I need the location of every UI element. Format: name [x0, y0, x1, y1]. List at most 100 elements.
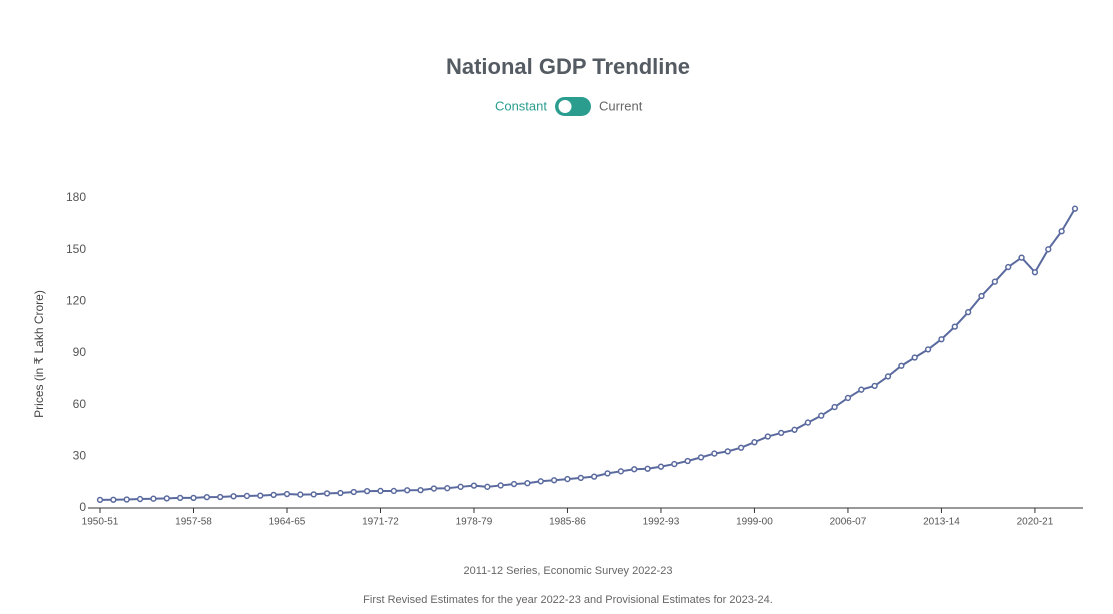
data-point: [323, 490, 331, 497]
data-point: [804, 419, 812, 426]
data-point: [791, 426, 798, 433]
data-point: [430, 485, 438, 492]
data-point: [965, 309, 972, 316]
data-point: [778, 429, 785, 437]
y-tick-label: 60: [73, 397, 87, 411]
data-point: [604, 470, 611, 477]
data-point: [1018, 254, 1025, 261]
data-point: [310, 491, 317, 498]
data-point: [243, 492, 251, 500]
data-point: [404, 487, 411, 494]
data-point: [577, 474, 584, 482]
toggle-left-label[interactable]: Constant: [495, 98, 547, 113]
data-point: [190, 494, 197, 501]
data-point: [617, 468, 625, 475]
x-tick-label: 1992-93: [643, 517, 680, 528]
data-point: [150, 495, 157, 502]
data-point: [924, 346, 932, 353]
data-point: [844, 394, 852, 402]
data-point: [1058, 228, 1065, 235]
data-point: [297, 491, 304, 498]
data-point: [991, 278, 999, 285]
y-axis-title: Prices (in ₹ Lakh Crore): [32, 290, 46, 418]
data-point: [697, 454, 705, 461]
y-tick-label: 180: [66, 190, 86, 204]
series-line: [99, 208, 1076, 501]
x-tick-label: 2020-21: [1017, 517, 1054, 528]
data-point: [751, 439, 758, 446]
data-point: [911, 354, 918, 361]
data-point: [203, 494, 210, 501]
y-tick-label: 150: [66, 242, 86, 256]
data-point: [444, 485, 451, 492]
data-point: [978, 292, 985, 300]
data-point: [136, 495, 144, 503]
data-point: [96, 496, 104, 504]
data-point: [1045, 246, 1052, 253]
y-tick-label: 120: [66, 294, 86, 308]
data-point: [1031, 269, 1039, 276]
data-point: [257, 492, 264, 499]
x-tick-label: 2006-07: [830, 517, 867, 528]
data-point: [283, 490, 291, 498]
toggle-knob[interactable]: [558, 100, 572, 113]
estimate-note: First Revised Estimates for the year 202…: [363, 594, 773, 606]
data-point: [938, 336, 945, 343]
data-point: [1071, 205, 1079, 212]
x-tick-label: 1950-51: [82, 517, 119, 528]
x-tick-label: 1985-86: [549, 517, 586, 528]
source-note: 2011-12 Series, Economic Survey 2022-23: [464, 565, 673, 577]
data-point: [537, 478, 544, 485]
data-point: [631, 466, 638, 473]
data-point: [470, 482, 478, 489]
data-point: [871, 382, 878, 390]
data-point: [390, 487, 397, 495]
data-point: [123, 496, 130, 503]
x-tick-label: 1964-65: [269, 517, 306, 528]
data-point: [671, 460, 678, 468]
data-point: [363, 487, 371, 495]
data-point: [898, 362, 905, 369]
chart-title: National GDP Trendline: [446, 54, 690, 79]
data-point: [1005, 263, 1012, 271]
data-point: [417, 486, 424, 494]
data-point: [737, 444, 745, 451]
data-point: [951, 323, 958, 330]
data-point: [163, 495, 170, 502]
data-point: [724, 448, 731, 455]
x-tick-label: 1978-79: [456, 517, 493, 528]
y-tick-label: 0: [79, 500, 86, 514]
x-tick-label: 2013-14: [923, 517, 960, 528]
toggle-switch[interactable]: [555, 97, 591, 116]
data-point: [337, 489, 344, 497]
data-point: [564, 475, 571, 483]
data-point: [764, 433, 771, 440]
data-point: [550, 477, 558, 484]
data-point: [644, 465, 651, 472]
data-point: [457, 483, 464, 490]
data-point: [524, 480, 531, 487]
data-point: [591, 473, 598, 480]
data-point: [176, 494, 184, 501]
data-point: [684, 457, 691, 465]
x-tick-label: 1999-00: [736, 517, 773, 528]
data-point: [711, 450, 718, 457]
data-point: [884, 373, 892, 380]
data-point: [230, 493, 237, 500]
data-point: [270, 491, 277, 499]
data-point: [110, 496, 117, 503]
data-point: [377, 487, 384, 495]
data-point: [831, 403, 838, 411]
x-tick-label: 1957-58: [175, 517, 212, 528]
data-point: [818, 412, 825, 419]
data-point: [217, 493, 224, 501]
data-point: [858, 386, 865, 393]
toggle-right-label[interactable]: Current: [599, 98, 643, 113]
data-point: [657, 463, 665, 470]
y-tick-label: 30: [73, 449, 87, 463]
data-point: [510, 480, 518, 488]
data-point: [484, 483, 491, 490]
data-point: [497, 482, 504, 489]
